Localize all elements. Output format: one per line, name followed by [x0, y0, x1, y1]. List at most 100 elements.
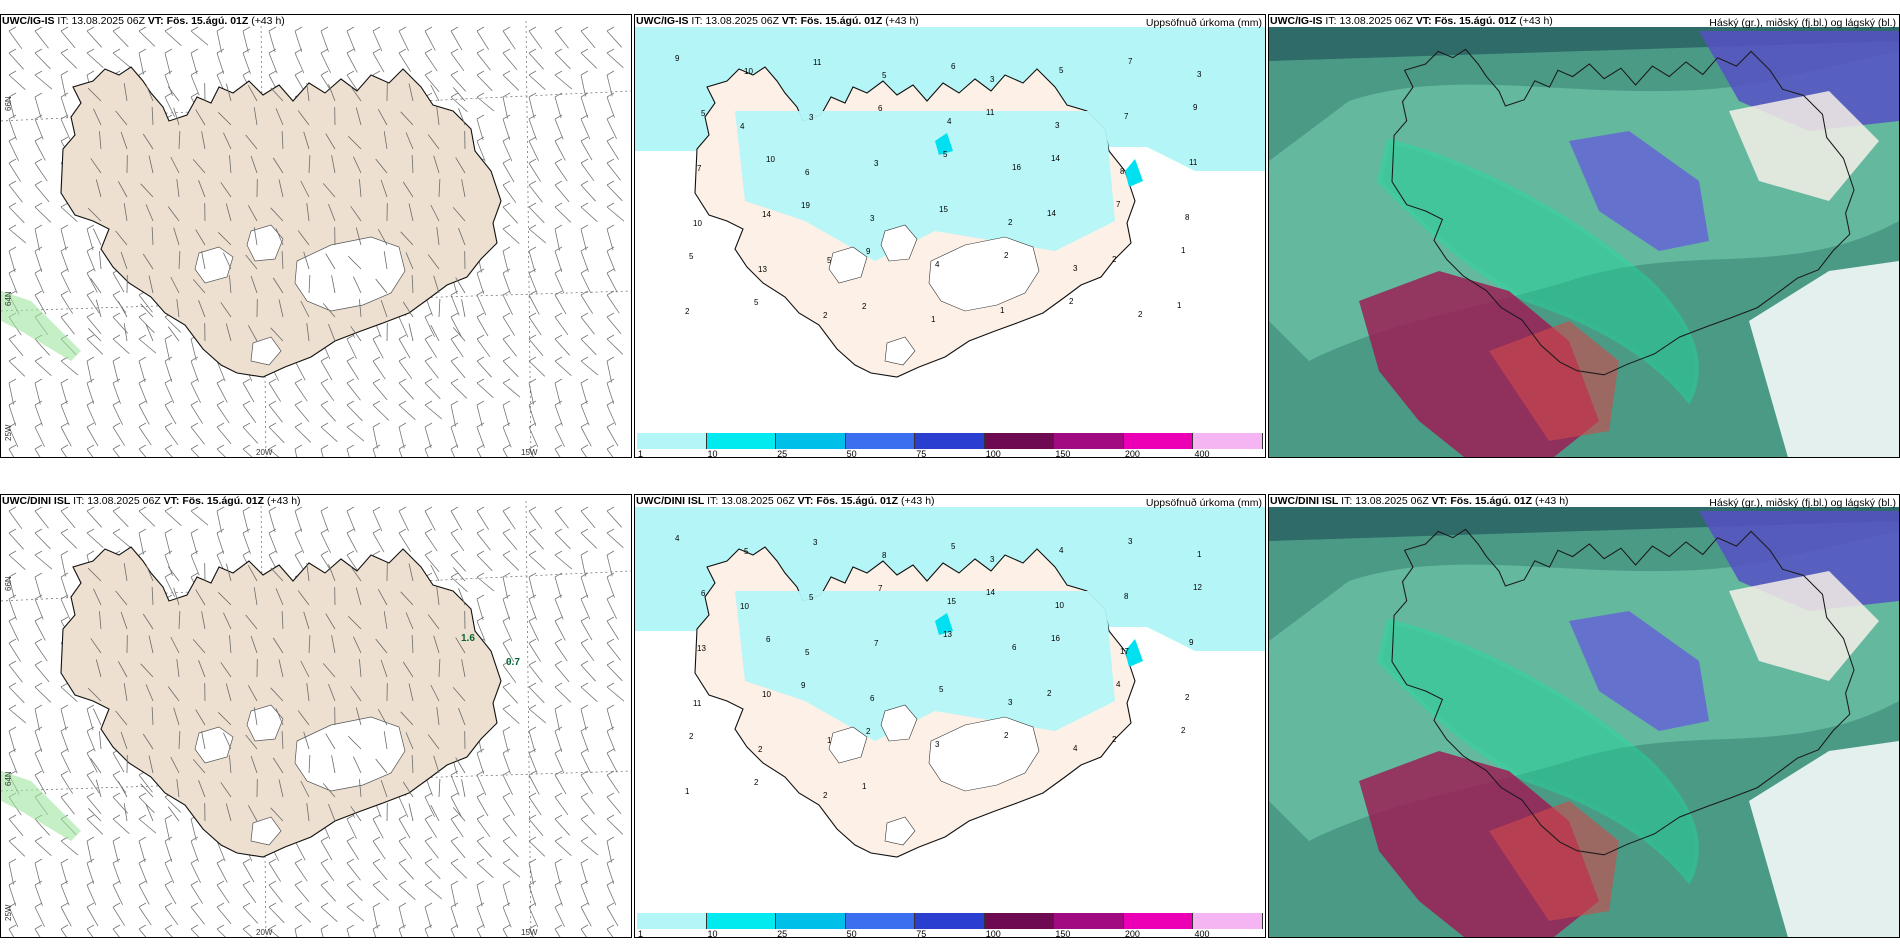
precip-value-label: 4	[935, 260, 940, 269]
colorbar-swatch	[1123, 913, 1194, 929]
precip-value-label: 8	[1124, 592, 1129, 601]
title-model: UWC/DINI ISL	[636, 495, 705, 507]
colorbar-swatch	[1193, 913, 1263, 929]
title-model: UWC/IG-IS	[2, 15, 55, 27]
precip-value-label: 6	[878, 104, 883, 113]
precip-value-label: 1	[862, 782, 867, 791]
colorbar-label: 100	[985, 929, 1001, 938]
precip-value-label: 6	[766, 635, 771, 644]
precip-value-label: 5	[701, 109, 706, 118]
precip-value-label: 11	[693, 699, 702, 708]
title-vt: Fös. 15.ágú. 01Z	[800, 15, 883, 27]
precip-value-label: 10	[762, 690, 771, 699]
precip-value-label: 4	[947, 117, 952, 126]
precip-value-label: 10	[740, 602, 749, 611]
precip-value-label: 9	[866, 247, 871, 256]
title-it: 13.08.2025 06Z	[71, 15, 145, 27]
precip-value-label: 16	[1012, 163, 1021, 172]
precip-value-label: 1	[1197, 550, 1202, 559]
precip-value-label: 3	[1008, 698, 1013, 707]
title-vt-label: VT:	[1415, 15, 1432, 27]
precip-value-label: 11	[986, 108, 995, 117]
colorbar-swatch	[706, 913, 777, 929]
precip-colorbar: 1 10 25 50 75 100 150 200 400	[637, 913, 1263, 938]
precip-value-label: 13	[697, 644, 706, 653]
precip-value-label: 2	[1181, 726, 1186, 735]
precip-value-label: 2	[823, 311, 828, 320]
cloud-map	[1269, 27, 1899, 457]
precip-value-label: 5	[1059, 66, 1064, 75]
precip-value-label: 5	[689, 252, 694, 261]
precip-value-label: 2	[823, 791, 828, 800]
precip-value-label: 11	[1189, 158, 1198, 167]
colorbar-swatch	[1193, 433, 1263, 449]
precip-value-label: 3	[813, 538, 818, 547]
precip-value-label: 3	[1055, 121, 1060, 130]
precip-value-label: 6	[1012, 643, 1017, 652]
precip-value-label: 2	[1185, 693, 1190, 702]
colorbar-label: 400	[1194, 449, 1210, 458]
title-lead: (+43 h)	[251, 15, 285, 27]
precip-value-label: 11	[813, 58, 822, 67]
precip-value-label: 13	[943, 630, 952, 639]
precip-value-label: 5	[827, 256, 832, 265]
precip-map: 4538534316105715141081213657136161791110…	[635, 507, 1265, 858]
precip-value-label: 3	[990, 75, 995, 84]
precip-value-label: 9	[675, 54, 680, 63]
precip-value-label: 8	[882, 551, 887, 560]
colorbar-label: 200	[1124, 929, 1140, 938]
panel-title: UWC/IG-IS IT: 13.08.2025 06Z VT: Fös. 15…	[1270, 15, 1553, 28]
map-panel-cloud: UWC/DINI ISL IT: 13.08.2025 06Z VT: Fös.…	[1268, 494, 1900, 938]
precip-value-label: 2	[758, 745, 763, 754]
title-it-label: IT:	[73, 495, 85, 507]
title-lead: (+43 h)	[885, 15, 919, 27]
precip-value-label: 5	[809, 593, 814, 602]
precip-value-label: 4	[1116, 680, 1121, 689]
panel-field-label: Uppsöfnuð úrkoma (mm)	[1145, 17, 1262, 29]
panel-title: UWC/DINI ISL IT: 13.08.2025 06Z VT: Fös.…	[2, 495, 301, 508]
colorbar-swatch	[915, 433, 985, 449]
panel-title: UWC/IG-IS IT: 13.08.2025 06Z VT: Fös. 15…	[636, 15, 919, 28]
precip-value-label: 3	[809, 113, 814, 122]
lat-label: 25W	[4, 904, 13, 921]
precip-value-label: 2	[866, 727, 871, 736]
iceland-land	[60, 546, 502, 858]
title-vt-label: VT:	[1431, 495, 1448, 507]
panel-field-label: Háský (gr.), miðský (fj.bl.) og lágský (…	[1709, 17, 1896, 29]
title-vt: Fös. 15.ágú. 01Z	[1450, 495, 1533, 507]
precip-value-label: 5	[754, 298, 759, 307]
precip-value-label: 3	[935, 740, 940, 749]
wind-value-label: 0.7	[506, 657, 520, 668]
precip-value-label: 1	[1181, 246, 1186, 255]
title-it: 13.08.2025 06Z	[87, 495, 161, 507]
title-it-label: IT:	[57, 15, 69, 27]
colorbar-swatch	[637, 913, 707, 929]
wind-value-label: 1.6	[461, 633, 475, 644]
panel-title: UWC/DINI ISL IT: 13.08.2025 06Z VT: Fös.…	[636, 495, 935, 508]
title-vt-label: VT:	[797, 495, 814, 507]
lon-label: 15W	[521, 448, 538, 457]
precip-value-label: 2	[1004, 731, 1009, 740]
panel-title: UWC/DINI ISL IT: 13.08.2025 06Z VT: Fös.…	[1270, 495, 1569, 508]
wind-map: 66N 64N 25W 20W 15W 1.6 0.7	[1, 500, 631, 937]
map-panel-wind: UWC/IG-IS IT: 13.08.2025 06Z VT: Fös. 15…	[0, 14, 632, 458]
colorbar-swatch	[984, 913, 1055, 929]
precip-value-label: 2	[1112, 735, 1117, 744]
title-it-label: IT:	[1325, 15, 1337, 27]
precip-value-label: 5	[943, 150, 948, 159]
precip-value-label: 7	[1116, 200, 1121, 209]
map-panel-wind: UWC/DINI ISL IT: 13.08.2025 06Z VT: Fös.…	[0, 494, 632, 938]
precip-value-label: 2	[689, 732, 694, 741]
title-lead: (+43 h)	[266, 495, 301, 507]
precip-value-label: 10	[744, 67, 753, 76]
colorbar-label: 100	[985, 449, 1001, 458]
colorbar-swatch	[845, 913, 916, 929]
precip-value-label: 1	[1000, 306, 1005, 315]
colorbar-label: 10	[707, 929, 718, 938]
precip-value-label: 8	[1120, 167, 1125, 176]
title-it-label: IT:	[691, 15, 703, 27]
title-vt: Fös. 15.ágú. 01Z	[182, 495, 265, 507]
precip-value-label: 14	[1047, 209, 1056, 218]
panel-title: UWC/IG-IS IT: 13.08.2025 06Z VT: Fös. 15…	[2, 15, 285, 28]
colorbar-swatch	[776, 433, 846, 449]
